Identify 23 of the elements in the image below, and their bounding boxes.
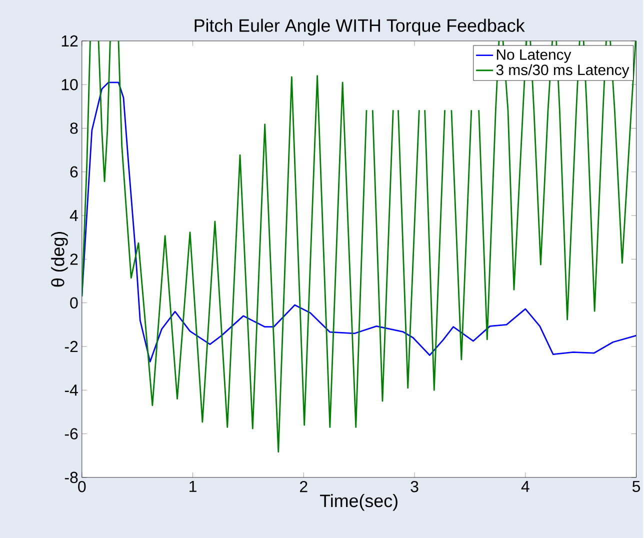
y-tick-label: 12 bbox=[62, 35, 78, 46]
y-tick-label: 8 bbox=[70, 122, 78, 134]
x-tick-label: 3 bbox=[410, 480, 418, 492]
legend-label: 3 ms/30 ms Latency bbox=[496, 64, 630, 78]
x-tick-label: 5 bbox=[632, 480, 640, 492]
y-tick-label: 4 bbox=[70, 210, 78, 221]
y-tick-label: 10 bbox=[62, 78, 78, 90]
x-axis-title: Time(sec) bbox=[320, 494, 398, 511]
chart-title: Pitch Euler Angle WITH Torque Feedback bbox=[194, 18, 525, 36]
x-tick-label: 2 bbox=[300, 480, 308, 492]
y-tick-label: 0 bbox=[70, 297, 78, 308]
x-tick-label: 0 bbox=[78, 480, 86, 492]
y-tick-label: -6 bbox=[64, 428, 78, 440]
y-tick-label: 6 bbox=[70, 166, 78, 178]
x-tick-label: 4 bbox=[521, 480, 530, 492]
x-tick-label: 1 bbox=[190, 480, 196, 492]
y-axis-title: θ (deg) bbox=[51, 232, 68, 286]
line-series bbox=[82, 82, 636, 362]
y-tick-label: -8 bbox=[64, 472, 78, 483]
legend-label: No Latency bbox=[496, 49, 572, 63]
y-tick-label: -2 bbox=[64, 340, 78, 352]
y-tick-label: -4 bbox=[64, 384, 78, 396]
y-tick-label: 2 bbox=[70, 253, 78, 265]
